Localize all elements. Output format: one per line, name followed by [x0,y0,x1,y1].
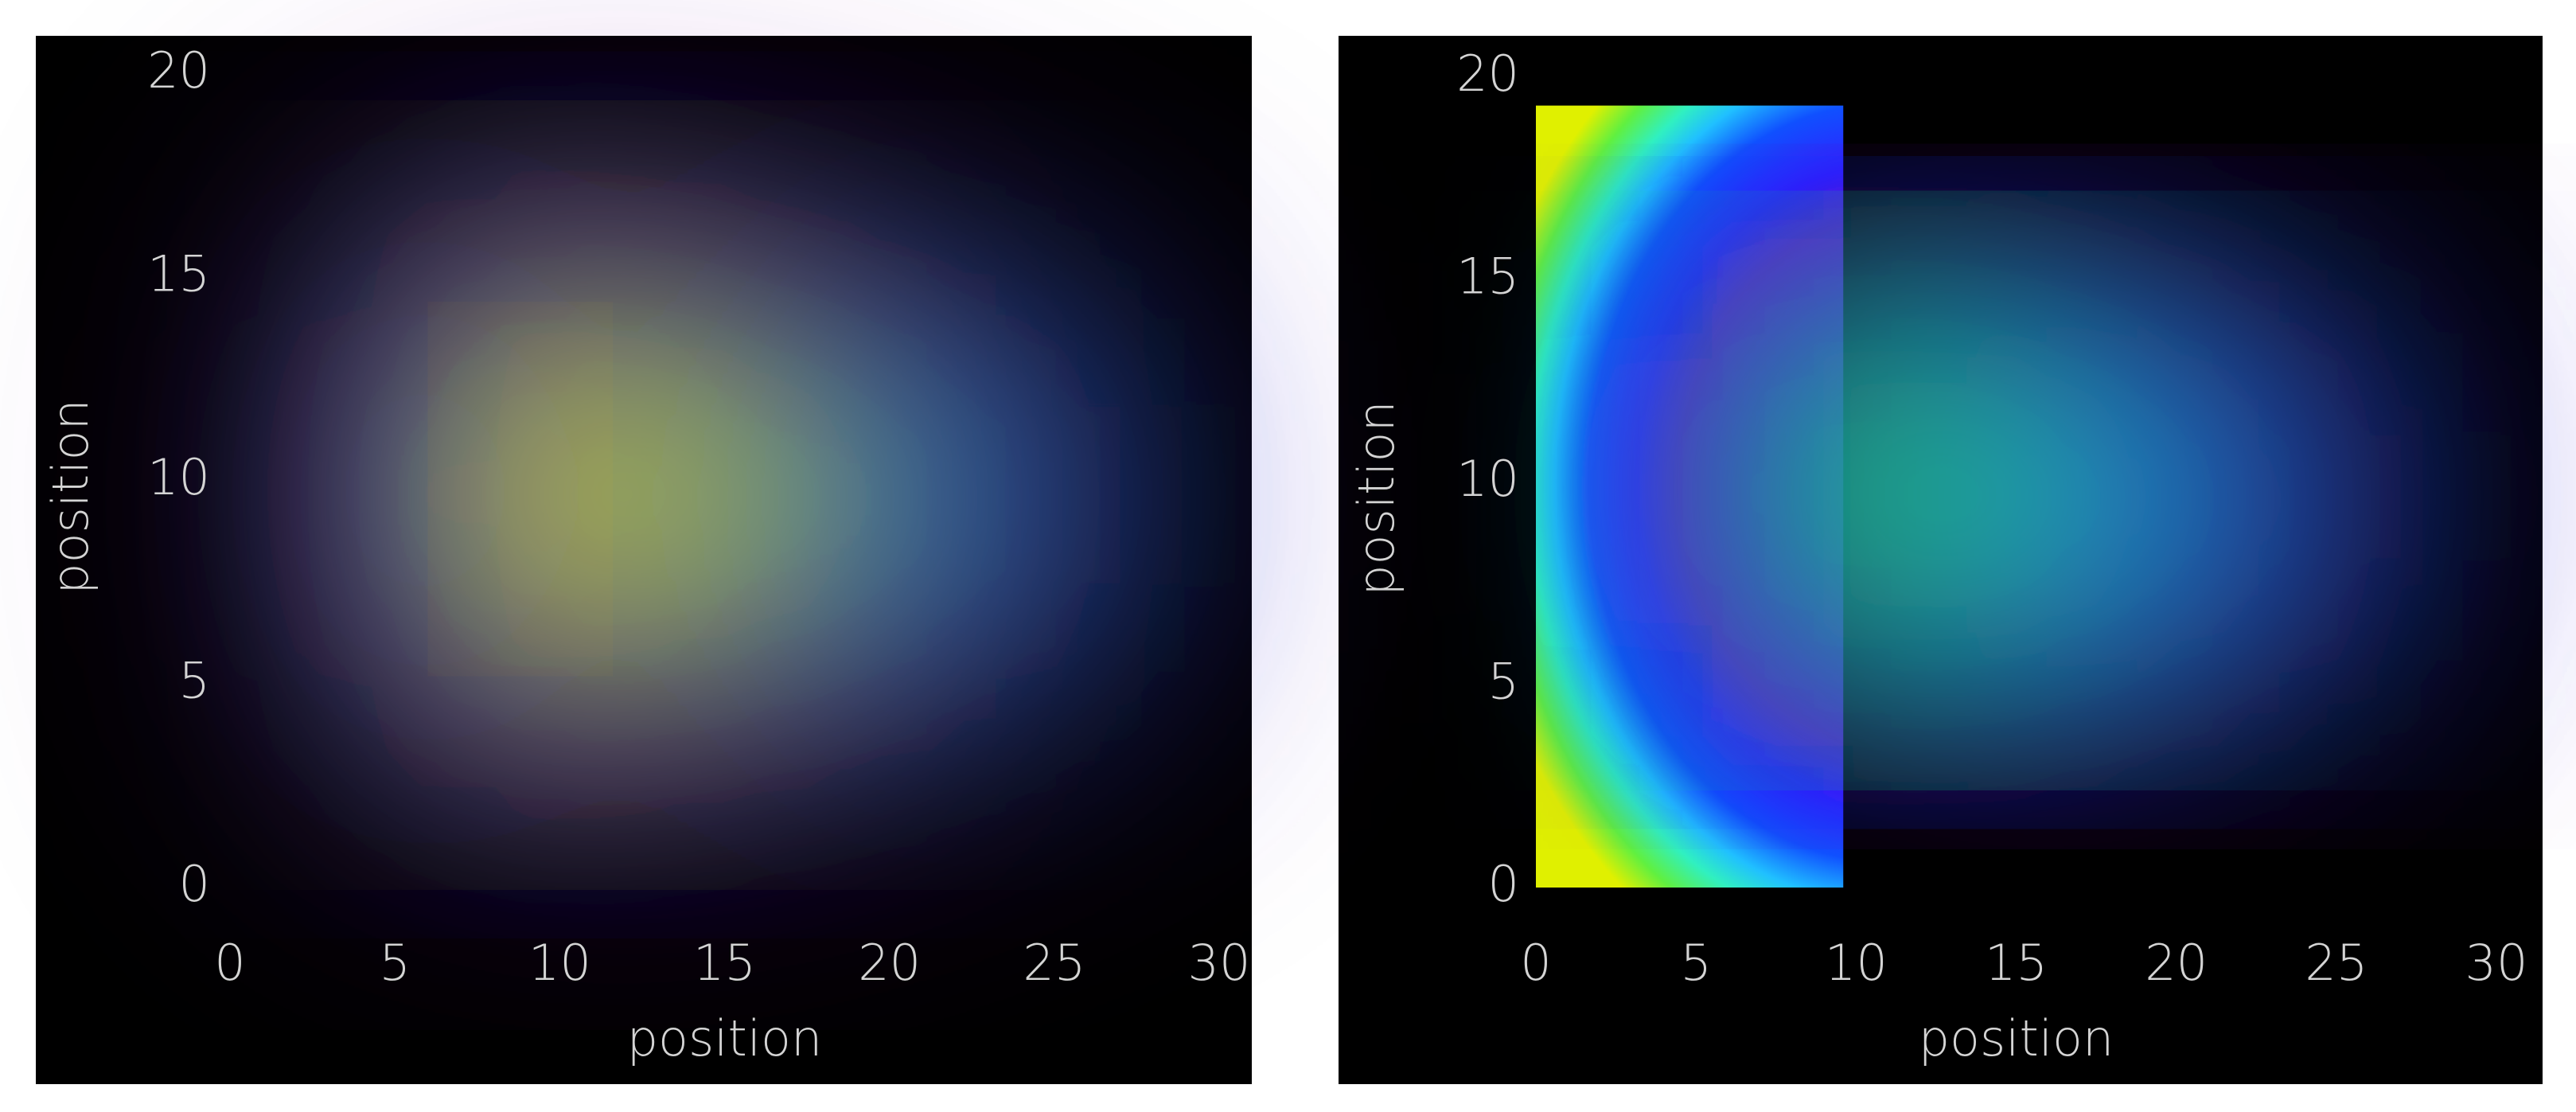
x-tick-label: 15 [693,934,756,992]
y-tick-label: 10 [147,448,210,506]
x-tick-label: 10 [1825,934,1888,992]
y-tick-label: 15 [147,245,210,303]
y-tick-label: 5 [1488,653,1519,711]
y-axis-label: position [41,399,99,595]
y-tick-label: 20 [1456,45,1519,103]
x-tick-label: 20 [858,934,921,992]
x-tick-label: 30 [2465,934,2528,992]
x-tick-label: 0 [214,934,245,992]
x-axis-label: position [1919,1009,2114,1067]
x-tick-label: 15 [1985,934,2048,992]
y-tick-label: 20 [147,41,210,99]
y-tick-label: 15 [1456,248,1519,306]
y-tick-label: 0 [1488,855,1519,913]
heatmap-field [1536,105,2401,888]
y-tick-label: 10 [1456,450,1519,508]
x-tick-label: 25 [1023,934,1085,992]
x-tick-label: 20 [2145,934,2208,992]
x-tick-label: 10 [528,934,591,992]
x-tick-label: 0 [1520,934,1551,992]
x-tick-label: 5 [1680,934,1711,992]
x-tick-label: 25 [2305,934,2368,992]
x-tick-label: 30 [1188,934,1251,992]
x-axis-label: position [627,1009,823,1067]
y-tick-label: 0 [179,855,210,913]
y-axis-label: position [1347,400,1405,596]
x-tick-label: 5 [379,934,410,992]
heatmap-field [361,236,1120,766]
y-tick-label: 5 [179,652,210,710]
